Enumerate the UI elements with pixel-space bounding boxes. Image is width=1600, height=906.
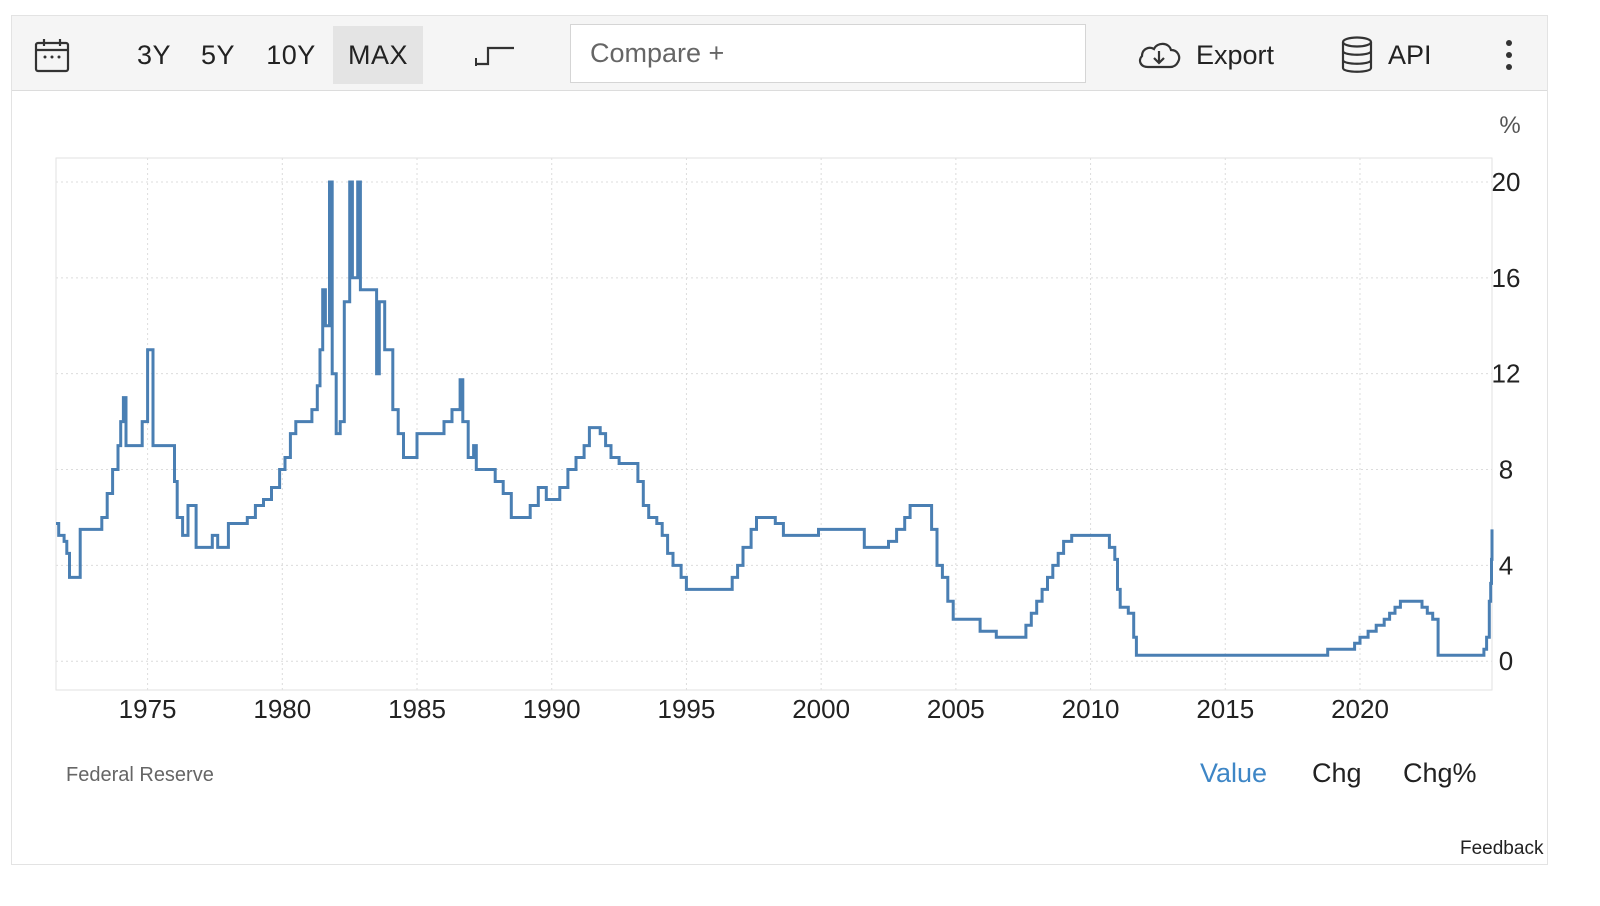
x-tick-label: 1985 bbox=[388, 694, 446, 724]
x-tick-label: 2000 bbox=[792, 694, 850, 724]
export-button[interactable]: Export bbox=[1136, 26, 1274, 84]
api-label: API bbox=[1388, 39, 1432, 70]
export-label: Export bbox=[1196, 39, 1275, 70]
x-tick-label: 2005 bbox=[927, 694, 985, 724]
kebab-menu-icon[interactable] bbox=[1499, 38, 1519, 72]
y-tick-label: 12 bbox=[1492, 359, 1521, 389]
y-tick-label: 8 bbox=[1499, 455, 1513, 485]
y-tick-label: 4 bbox=[1499, 550, 1513, 580]
mode-tab-chg[interactable]: Chg bbox=[1312, 758, 1362, 788]
step-line-icon[interactable] bbox=[474, 40, 516, 70]
x-axis: 1975 1980 1985 1990 1995 2000 2005 2010 2015 2020 bbox=[119, 694, 1389, 724]
compare-input[interactable]: Compare + bbox=[570, 24, 1086, 83]
range-10y-button[interactable]: 10Y bbox=[266, 40, 316, 70]
database-icon bbox=[1341, 36, 1373, 73]
api-button[interactable]: API bbox=[1340, 26, 1432, 84]
y-tick-label: 16 bbox=[1492, 263, 1521, 293]
feedback-link[interactable]: Feedback bbox=[1460, 838, 1544, 859]
x-tick-label: 1975 bbox=[119, 694, 177, 724]
x-tick-label: 2015 bbox=[1196, 694, 1254, 724]
y-tick-label: 0 bbox=[1499, 646, 1513, 676]
series-line bbox=[56, 180, 1494, 657]
chart-grid bbox=[56, 158, 1492, 690]
y-tick-label: 20 bbox=[1492, 167, 1521, 197]
calendar-icon[interactable] bbox=[34, 37, 70, 73]
mode-tab-chg-pct[interactable]: Chg% bbox=[1403, 758, 1477, 788]
x-tick-label: 2020 bbox=[1331, 694, 1389, 724]
x-tick-label: 2010 bbox=[1062, 694, 1120, 724]
unit-label: % bbox=[1499, 112, 1520, 139]
x-tick-label: 1995 bbox=[658, 694, 716, 724]
range-3y-button[interactable]: 3Y bbox=[136, 40, 172, 70]
cloud-download-icon bbox=[1138, 42, 1181, 69]
source-label: Federal Reserve bbox=[66, 764, 214, 786]
chart-toolbar: 3Y 5Y 10Y MAX Compare + Export API bbox=[12, 16, 1547, 91]
x-tick-label: 1980 bbox=[253, 694, 311, 724]
y-axis: 0 4 8 12 16 20 bbox=[1492, 167, 1521, 676]
x-tick-label: 1990 bbox=[523, 694, 581, 724]
plot-area bbox=[55, 157, 1493, 691]
range-max-button[interactable]: MAX bbox=[333, 26, 423, 84]
range-5y-button[interactable]: 5Y bbox=[200, 40, 236, 70]
chart-widget: 3Y 5Y 10Y MAX Compare + Export API bbox=[11, 15, 1548, 865]
rate-chart: % 0 4 8 12 16 20 1975 1980 1985 1990 1995 2000 2005… bbox=[55, 112, 1521, 724]
mode-tab-value[interactable]: Value bbox=[1200, 758, 1268, 788]
